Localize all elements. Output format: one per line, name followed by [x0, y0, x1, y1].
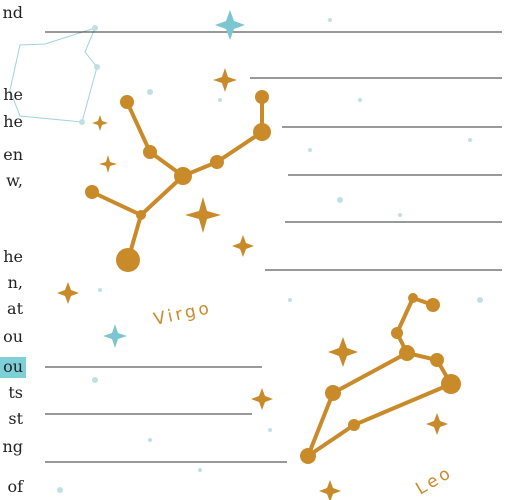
text-fragment: ou [3, 327, 23, 346]
text-fragment: n, [8, 273, 23, 292]
text-fragment: ts [8, 383, 23, 402]
text-fragment: he [3, 85, 23, 104]
text-fragment: ou [3, 357, 23, 376]
text-fragment: nd [2, 3, 23, 22]
text-fragment: st [8, 409, 23, 428]
text-fragment: he [3, 112, 23, 131]
text-fragment: he [3, 247, 23, 266]
text-fragment: at [7, 299, 24, 318]
page: Virgo Leo ndheheenw,hen,atououtsstngof [0, 0, 509, 500]
text-fragment: en [3, 145, 23, 164]
text-fragment: w, [6, 171, 23, 190]
text-fragment: of [7, 477, 24, 496]
text-fragment: ng [2, 437, 23, 456]
